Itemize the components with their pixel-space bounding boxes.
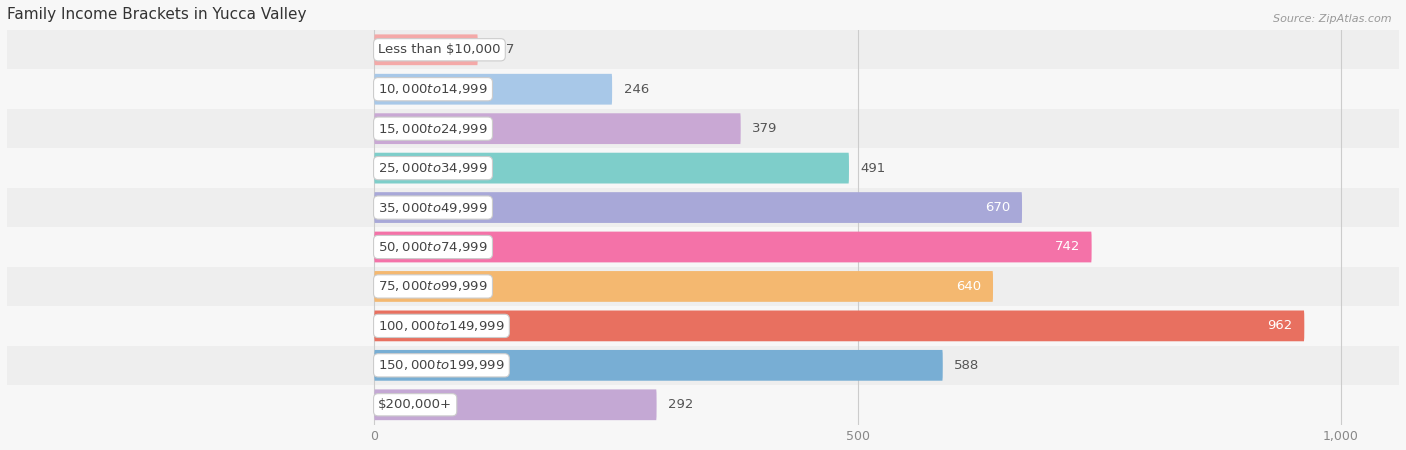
Text: 588: 588	[955, 359, 980, 372]
FancyBboxPatch shape	[374, 192, 1022, 223]
FancyBboxPatch shape	[374, 310, 1305, 341]
Text: Family Income Brackets in Yucca Valley: Family Income Brackets in Yucca Valley	[7, 7, 307, 22]
Text: $50,000 to $74,999: $50,000 to $74,999	[378, 240, 488, 254]
Bar	[7, 69, 1399, 109]
Bar	[7, 30, 1399, 69]
FancyBboxPatch shape	[374, 74, 612, 104]
Text: 292: 292	[668, 398, 693, 411]
Bar	[7, 306, 1399, 346]
Text: Source: ZipAtlas.com: Source: ZipAtlas.com	[1274, 14, 1392, 23]
Text: 670: 670	[986, 201, 1011, 214]
Bar	[7, 148, 1399, 188]
Bar	[7, 227, 1399, 267]
Bar	[7, 188, 1399, 227]
Text: 379: 379	[752, 122, 778, 135]
Bar	[7, 385, 1399, 424]
Text: $10,000 to $14,999: $10,000 to $14,999	[378, 82, 488, 96]
FancyBboxPatch shape	[374, 113, 741, 144]
FancyBboxPatch shape	[374, 34, 478, 65]
Bar	[7, 346, 1399, 385]
Text: 962: 962	[1267, 320, 1292, 333]
Text: 742: 742	[1054, 240, 1080, 253]
FancyBboxPatch shape	[374, 350, 943, 381]
Text: $200,000+: $200,000+	[378, 398, 453, 411]
Text: 246: 246	[624, 83, 650, 96]
FancyBboxPatch shape	[374, 232, 1091, 262]
Bar	[7, 109, 1399, 148]
FancyBboxPatch shape	[374, 271, 993, 302]
Bar	[7, 267, 1399, 306]
Text: $25,000 to $34,999: $25,000 to $34,999	[378, 161, 488, 175]
Text: 107: 107	[489, 43, 515, 56]
Text: $150,000 to $199,999: $150,000 to $199,999	[378, 358, 505, 372]
Text: 640: 640	[956, 280, 981, 293]
Text: $100,000 to $149,999: $100,000 to $149,999	[378, 319, 505, 333]
FancyBboxPatch shape	[374, 389, 657, 420]
Text: $35,000 to $49,999: $35,000 to $49,999	[378, 201, 488, 215]
Text: $15,000 to $24,999: $15,000 to $24,999	[378, 122, 488, 135]
FancyBboxPatch shape	[374, 153, 849, 184]
Text: $75,000 to $99,999: $75,000 to $99,999	[378, 279, 488, 293]
Text: Less than $10,000: Less than $10,000	[378, 43, 501, 56]
Text: 491: 491	[860, 162, 886, 175]
